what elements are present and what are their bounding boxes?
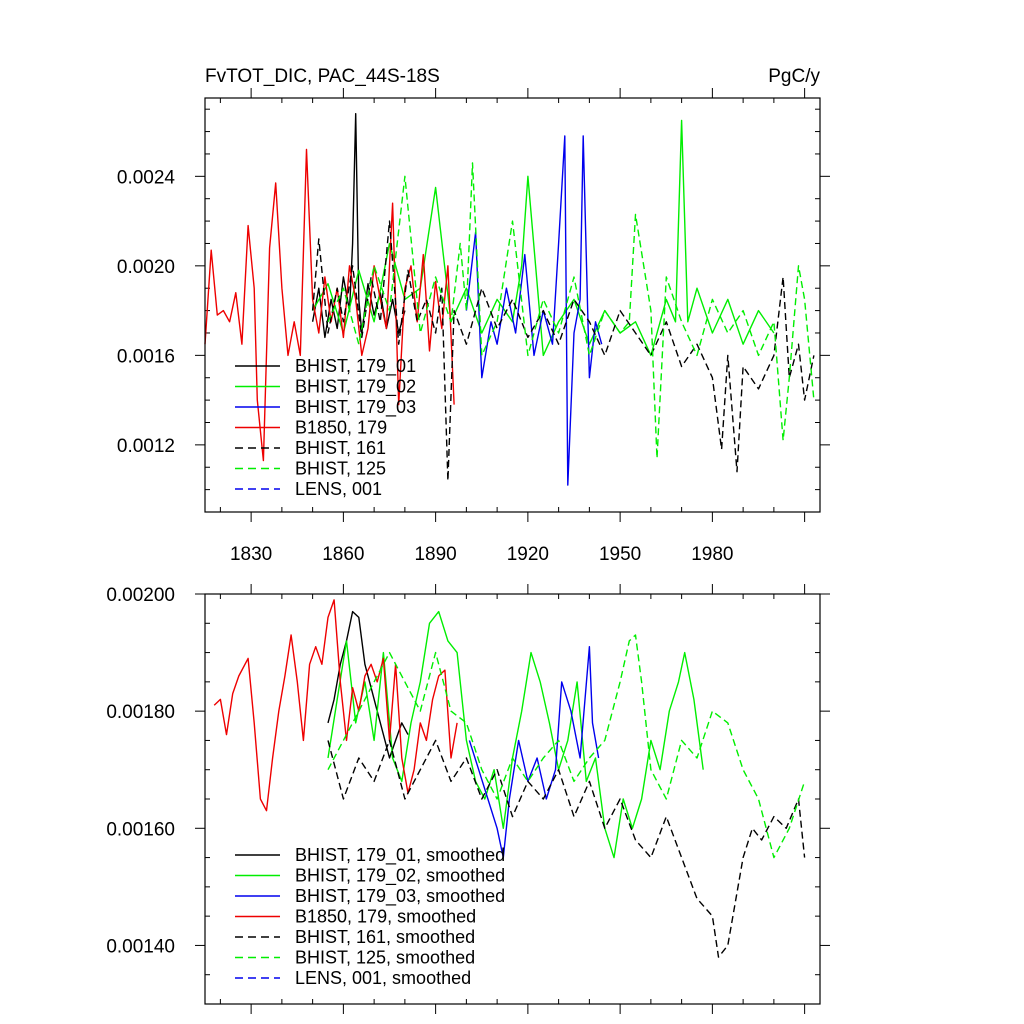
bottom-panel-frame	[204, 593, 821, 1005]
y-tick-label: 0.0012	[117, 436, 175, 457]
x-tick-label: 1950	[599, 544, 641, 565]
y-tick-label: 0.00140	[106, 936, 175, 957]
legend-label: BHIST, 179_01, smoothed	[295, 845, 505, 866]
y-tick-label: 0.00160	[106, 819, 175, 840]
top-panel-series	[204, 112, 815, 486]
legend-label: BHIST, 125, smoothed	[295, 948, 475, 968]
x-tick-label: 1860	[322, 544, 364, 565]
y-tick-label: 0.00180	[106, 702, 175, 723]
y-tick-label: 0.0020	[117, 257, 175, 278]
legend-label: BHIST, 179_02	[295, 377, 416, 398]
series-line-3	[465, 135, 603, 486]
legend-label: B1850, 179	[295, 418, 387, 438]
series-line-3	[468, 646, 600, 859]
top-panel-frame	[204, 97, 821, 513]
series-line-6	[327, 634, 806, 859]
legend-label: BHIST, 179_01	[295, 356, 416, 377]
legend-label: BHIST, 179_03	[295, 397, 416, 418]
y-tick-label: 0.00200	[106, 585, 175, 606]
legend-label: BHIST, 179_03, smoothed	[295, 886, 505, 907]
legend-label: LENS, 001	[295, 479, 382, 499]
y-tick-label: 0.0024	[117, 167, 176, 188]
series-line-1	[311, 112, 406, 339]
bottom-panel: 0.00140 0.00160 0.00180 0.00200 BHIST, 179_…	[106, 584, 830, 1014]
legend-label: BHIST, 125	[295, 459, 386, 479]
y-tick-label: 0.0016	[117, 346, 175, 367]
series-line-6	[327, 162, 815, 459]
series-line-2	[327, 610, 704, 859]
top-panel-units: PgC/y	[768, 66, 820, 87]
x-tick-label: 1830	[230, 544, 272, 565]
legend-label: LENS, 001, smoothed	[295, 968, 471, 988]
legend-label: BHIST, 161	[295, 438, 386, 458]
x-tick-label: 1890	[414, 544, 456, 565]
bottom-panel-series	[213, 599, 806, 958]
series-line-4	[204, 148, 455, 462]
top-panel: FvTOT_DIC, PAC_44S-18S PgC/y 1830 1860 189…	[117, 66, 830, 565]
series-line-4	[213, 599, 458, 812]
bottom-panel-ticks: 0.00140 0.00160 0.00180 0.00200	[106, 584, 830, 1014]
legend-label: B1850, 179, smoothed	[295, 907, 476, 927]
series-line-1	[327, 610, 409, 759]
series-line-5	[327, 739, 806, 958]
x-tick-label: 1920	[507, 544, 549, 565]
legend-label: BHIST, 179_02, smoothed	[295, 866, 505, 887]
top-panel-ticks: 1830 1860 1890 1920 1950 1980 0.0012 0.0016 0.00…	[117, 88, 830, 565]
top-panel-title: FvTOT_DIC, PAC_44S-18S	[205, 66, 440, 87]
x-tick-label: 1980	[691, 544, 733, 565]
legend-label: BHIST, 161, smoothed	[295, 927, 475, 947]
